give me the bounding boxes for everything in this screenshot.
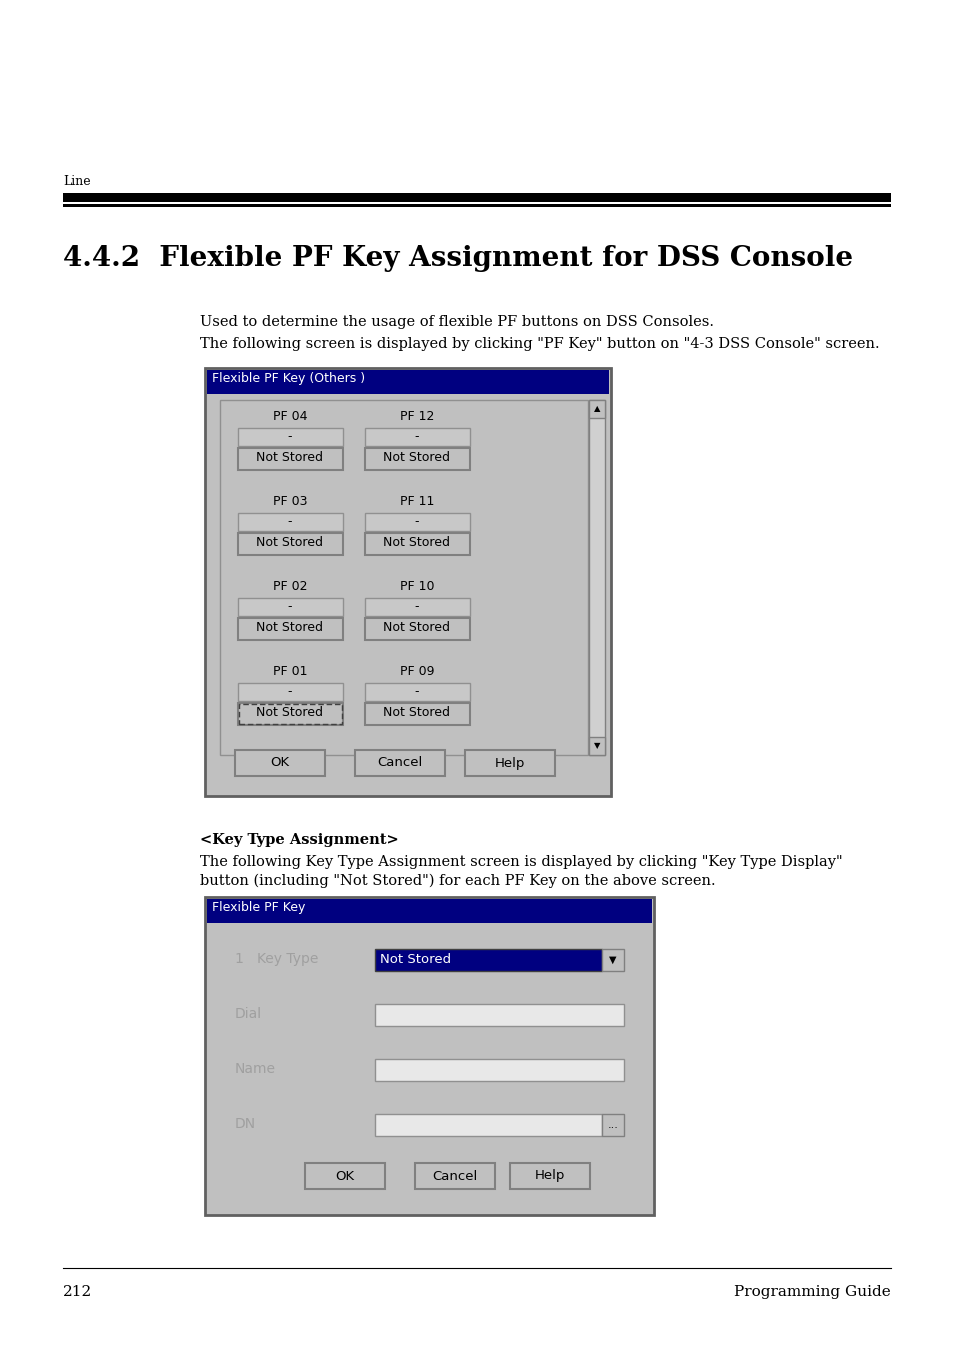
Text: Flexible PF Key (Others ): Flexible PF Key (Others ) [212, 372, 365, 385]
Text: 4.4.2  Flexible PF Key Assignment for DSS Console: 4.4.2 Flexible PF Key Assignment for DSS… [63, 245, 852, 272]
Text: PF 03: PF 03 [273, 494, 307, 508]
Bar [63, 193, 890, 203]
Text: Dial: Dial [234, 1006, 262, 1021]
Text: Programming Guide: Programming Guide [734, 1285, 890, 1300]
Bar [365, 617, 470, 640]
Bar [237, 684, 343, 701]
Text: PF 09: PF 09 [399, 665, 434, 678]
Text: Not Stored: Not Stored [383, 536, 450, 549]
Text: -: - [415, 685, 418, 698]
Text: The following screen is displayed by clicking "PF Key" button on "4-3 DSS Consol: The following screen is displayed by cli… [200, 336, 879, 351]
Bar [365, 534, 470, 555]
Bar [375, 1059, 623, 1081]
Bar [237, 428, 343, 446]
Bar [365, 449, 470, 470]
Text: PF 04: PF 04 [273, 409, 307, 423]
Text: Not Stored: Not Stored [256, 707, 323, 719]
Bar [375, 948, 601, 971]
Text: -: - [415, 515, 418, 528]
Bar [205, 897, 654, 1215]
Text: -: - [415, 600, 418, 613]
Bar [237, 617, 343, 640]
Text: -: - [288, 515, 292, 528]
Text: PF 01: PF 01 [273, 665, 307, 678]
Text: PF 11: PF 11 [399, 494, 434, 508]
Text: button (including "Not Stored") for each PF Key on the above screen.: button (including "Not Stored") for each… [200, 874, 715, 889]
Bar [237, 513, 343, 531]
Bar [365, 598, 470, 616]
Bar [601, 1115, 623, 1136]
Text: -: - [415, 430, 418, 443]
Bar [237, 449, 343, 470]
Text: Used to determine the usage of flexible PF buttons on DSS Consoles.: Used to determine the usage of flexible … [200, 315, 713, 330]
Bar [305, 1163, 385, 1189]
Bar [207, 898, 651, 923]
Bar [588, 400, 604, 417]
Text: OK: OK [335, 1170, 355, 1182]
Text: ...: ... [607, 1120, 618, 1129]
Text: Cancel: Cancel [377, 757, 422, 770]
Text: Not Stored: Not Stored [383, 707, 450, 719]
Text: Cancel: Cancel [432, 1170, 477, 1182]
Bar [510, 1163, 589, 1189]
Text: Not Stored: Not Stored [256, 536, 323, 549]
Bar [365, 513, 470, 531]
Text: -: - [288, 600, 292, 613]
Text: Not Stored: Not Stored [379, 952, 451, 966]
Bar [355, 750, 444, 775]
Bar [237, 703, 343, 725]
Text: ▼: ▼ [609, 955, 616, 965]
Text: PF 02: PF 02 [273, 580, 307, 593]
Bar [415, 1163, 495, 1189]
Bar [63, 204, 890, 207]
Bar [375, 1004, 623, 1025]
Bar [464, 750, 555, 775]
Text: Line: Line [63, 176, 91, 188]
Bar [365, 428, 470, 446]
Text: ▼: ▼ [593, 742, 599, 751]
Text: OK: OK [270, 757, 290, 770]
Text: DN: DN [234, 1117, 255, 1131]
Bar [239, 704, 341, 724]
Bar [601, 948, 623, 971]
Bar [375, 1115, 601, 1136]
Bar [237, 534, 343, 555]
Text: ▲: ▲ [593, 404, 599, 413]
Bar [237, 598, 343, 616]
Bar [365, 703, 470, 725]
Text: Flexible PF Key: Flexible PF Key [212, 901, 305, 915]
Text: <Key Type Assignment>: <Key Type Assignment> [200, 834, 398, 847]
Bar [588, 738, 604, 755]
Text: Not Stored: Not Stored [383, 621, 450, 634]
Text: Help: Help [535, 1170, 564, 1182]
Bar [205, 367, 610, 796]
Text: PF 10: PF 10 [399, 580, 434, 593]
Text: 1   Key Type: 1 Key Type [234, 952, 318, 966]
Bar [588, 400, 604, 755]
Text: -: - [288, 685, 292, 698]
Bar [220, 400, 587, 755]
Bar [234, 750, 325, 775]
Text: Not Stored: Not Stored [383, 451, 450, 463]
Text: Help: Help [495, 757, 525, 770]
Text: The following Key Type Assignment screen is displayed by clicking "Key Type Disp: The following Key Type Assignment screen… [200, 855, 841, 869]
Text: PF 12: PF 12 [399, 409, 434, 423]
Text: -: - [288, 430, 292, 443]
Bar [207, 370, 608, 394]
Text: 212: 212 [63, 1285, 92, 1300]
Bar [365, 684, 470, 701]
Text: Not Stored: Not Stored [256, 451, 323, 463]
Text: Name: Name [234, 1062, 275, 1075]
Text: Not Stored: Not Stored [256, 621, 323, 634]
